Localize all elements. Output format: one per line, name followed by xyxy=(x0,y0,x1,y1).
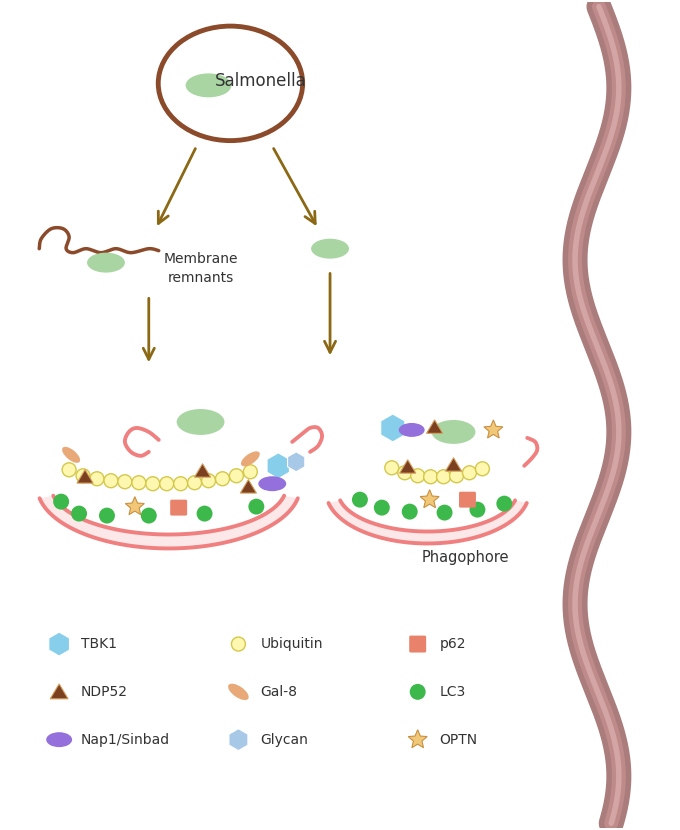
Circle shape xyxy=(197,505,213,521)
Text: Salmonella: Salmonella xyxy=(214,72,306,90)
Polygon shape xyxy=(267,453,290,479)
Text: Glycan: Glycan xyxy=(260,733,308,747)
Ellipse shape xyxy=(398,423,424,437)
Polygon shape xyxy=(229,729,248,750)
Circle shape xyxy=(449,469,464,483)
Circle shape xyxy=(424,470,438,484)
Circle shape xyxy=(398,466,411,480)
Ellipse shape xyxy=(158,26,303,140)
Polygon shape xyxy=(288,452,305,471)
Ellipse shape xyxy=(432,420,475,444)
Circle shape xyxy=(118,475,132,489)
Circle shape xyxy=(437,505,452,520)
Circle shape xyxy=(352,491,368,508)
Polygon shape xyxy=(328,500,527,544)
Circle shape xyxy=(104,474,118,488)
Circle shape xyxy=(411,469,424,483)
Circle shape xyxy=(410,684,426,700)
Ellipse shape xyxy=(311,239,349,259)
Circle shape xyxy=(229,469,243,483)
Ellipse shape xyxy=(177,409,224,435)
Polygon shape xyxy=(408,730,427,748)
FancyBboxPatch shape xyxy=(409,636,426,652)
FancyBboxPatch shape xyxy=(170,500,187,515)
Text: TBK1: TBK1 xyxy=(81,637,117,651)
Polygon shape xyxy=(445,457,462,471)
Ellipse shape xyxy=(87,252,125,272)
Circle shape xyxy=(248,499,265,515)
Ellipse shape xyxy=(241,452,260,466)
Text: Membrane
remnants: Membrane remnants xyxy=(163,251,238,286)
Polygon shape xyxy=(194,464,211,477)
Text: OPTN: OPTN xyxy=(439,733,478,747)
Circle shape xyxy=(53,494,69,510)
Circle shape xyxy=(385,461,398,475)
Circle shape xyxy=(496,496,512,511)
Ellipse shape xyxy=(46,732,72,747)
Circle shape xyxy=(437,470,451,484)
Circle shape xyxy=(469,501,486,518)
Circle shape xyxy=(146,476,160,491)
Circle shape xyxy=(188,476,201,490)
Circle shape xyxy=(141,508,157,524)
Polygon shape xyxy=(77,470,93,483)
Circle shape xyxy=(201,474,216,488)
Polygon shape xyxy=(49,632,69,656)
Text: Nap1/Sinbad: Nap1/Sinbad xyxy=(81,733,170,747)
Text: p62: p62 xyxy=(439,637,466,651)
Text: Ubiquitin: Ubiquitin xyxy=(260,637,323,651)
Circle shape xyxy=(173,476,188,491)
Ellipse shape xyxy=(62,447,80,463)
Polygon shape xyxy=(381,414,405,442)
Circle shape xyxy=(160,476,173,491)
FancyBboxPatch shape xyxy=(459,491,476,508)
Polygon shape xyxy=(240,480,256,493)
Circle shape xyxy=(374,500,390,515)
Circle shape xyxy=(62,463,76,476)
Ellipse shape xyxy=(228,684,249,700)
Text: Gal-8: Gal-8 xyxy=(260,685,297,699)
Circle shape xyxy=(216,471,229,486)
Polygon shape xyxy=(125,496,144,515)
Circle shape xyxy=(402,504,418,520)
Text: NDP52: NDP52 xyxy=(81,685,128,699)
Text: Phagophore: Phagophore xyxy=(422,550,509,565)
Polygon shape xyxy=(426,420,443,433)
Circle shape xyxy=(90,471,104,486)
Circle shape xyxy=(99,508,115,524)
Ellipse shape xyxy=(186,73,231,97)
Circle shape xyxy=(231,637,245,651)
Circle shape xyxy=(76,469,90,483)
Text: LC3: LC3 xyxy=(439,685,466,699)
Circle shape xyxy=(132,476,146,490)
Polygon shape xyxy=(420,490,439,508)
Ellipse shape xyxy=(258,476,286,491)
Circle shape xyxy=(71,505,87,521)
Circle shape xyxy=(243,465,257,479)
Polygon shape xyxy=(39,496,298,549)
Polygon shape xyxy=(400,460,415,473)
Polygon shape xyxy=(50,684,68,699)
Polygon shape xyxy=(484,420,503,438)
Circle shape xyxy=(475,461,490,476)
Circle shape xyxy=(462,466,477,480)
